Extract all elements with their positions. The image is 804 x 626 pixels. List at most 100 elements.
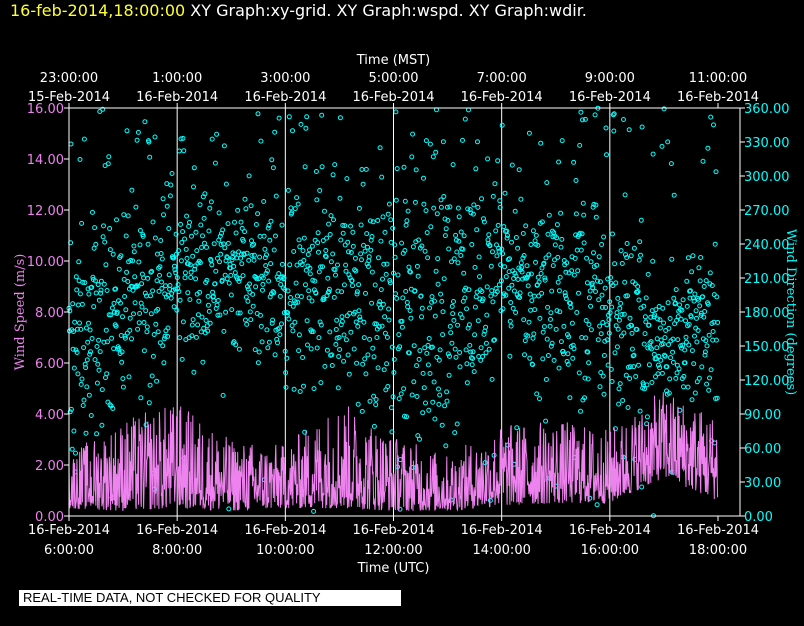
wdir-point (96, 367, 102, 373)
wdir-point (544, 180, 550, 186)
wdir-point (105, 161, 111, 167)
wdir-point (296, 332, 302, 338)
wdir-point (193, 229, 199, 235)
wdir-point (362, 248, 368, 254)
wdir-point (549, 340, 555, 346)
wdir-point (287, 262, 293, 268)
wdir-point (291, 386, 297, 392)
wdir-point (290, 128, 295, 134)
wdir-point (700, 294, 706, 300)
wdir-point (445, 217, 451, 223)
wdir-point (625, 405, 631, 410)
wdir-point (397, 344, 403, 350)
wdir-point (286, 114, 292, 120)
wdir-point (521, 253, 527, 258)
wdir-point (400, 295, 406, 301)
wdir-point (545, 231, 551, 237)
wdir-point (600, 320, 606, 325)
wdir-point (592, 274, 598, 280)
wdir-point (124, 269, 130, 275)
wdir-point (187, 262, 193, 268)
wdir-point (105, 339, 110, 345)
wdir-point (594, 262, 600, 268)
wdir-point (478, 345, 484, 351)
wdir-point (336, 335, 342, 340)
wdir-point (197, 202, 203, 208)
wdir-point (677, 302, 682, 308)
wdir-point (279, 321, 284, 327)
wdir-point (201, 215, 207, 221)
wdir-point (288, 295, 293, 300)
wdir-point (328, 213, 334, 219)
wdir-point (173, 270, 179, 276)
wdir-point (91, 304, 97, 310)
wdir-point (212, 160, 218, 166)
wdir-point (94, 344, 100, 349)
wdir-point (357, 317, 363, 323)
wdir-point (235, 207, 241, 213)
wdir-point (641, 341, 647, 347)
wdir-point (201, 325, 207, 331)
wdir-point (161, 212, 166, 218)
wdir-point (694, 339, 700, 345)
wdir-point (660, 341, 666, 347)
wdir-point (550, 263, 556, 269)
wdir-point (365, 264, 371, 269)
wdir-point (462, 116, 468, 122)
wdir-point (107, 226, 113, 231)
wdir-point (144, 329, 150, 335)
wdir-point (524, 263, 530, 269)
wdir-point (84, 357, 90, 363)
wdir-point (272, 129, 278, 135)
wdir-point (455, 260, 461, 266)
wdir-point (220, 227, 226, 233)
wdir-point (272, 352, 278, 358)
wdir-point (615, 326, 621, 332)
wdir-point (411, 379, 417, 385)
wdir-point (565, 351, 571, 357)
wdir-point (583, 318, 589, 323)
wdir-point (379, 323, 385, 329)
wdir-point (357, 314, 363, 320)
wdir-point (199, 245, 205, 250)
wdir-point (567, 395, 573, 401)
wdir-point (95, 282, 101, 288)
wdir-point (578, 247, 584, 253)
wdir-point (655, 362, 661, 368)
wdir-point (83, 325, 89, 331)
wdir-point (394, 166, 400, 172)
wdir-point (455, 322, 461, 328)
wdir-point (563, 296, 569, 302)
wdir-point (440, 332, 446, 338)
wdir-point (275, 340, 280, 346)
wdir-point (306, 295, 312, 301)
wdir-point (441, 276, 447, 282)
right-tick-label: 180.00 (744, 306, 790, 321)
wdir-point (713, 169, 719, 175)
wdir-point (708, 114, 714, 120)
wdir-point (108, 312, 114, 318)
wdir-point (584, 255, 590, 261)
wdir-point (242, 317, 248, 323)
wdir-point (302, 429, 308, 435)
wdir-point (182, 236, 188, 242)
wdir-point (408, 315, 414, 321)
wdir-point (322, 363, 328, 369)
wdir-point (563, 269, 569, 275)
wdir-point (549, 288, 555, 294)
wdir-point (681, 384, 686, 390)
wdir-point (514, 425, 520, 431)
wdir-point (489, 376, 495, 382)
wdir-point (159, 285, 165, 291)
bottom-tick-time: 10:00:00 (256, 543, 314, 558)
wdir-point (94, 431, 100, 437)
wdir-point (518, 260, 524, 266)
wdir-point (159, 256, 165, 262)
wdir-point (175, 282, 181, 287)
wdir-point (635, 284, 641, 289)
wdir-point (86, 291, 92, 297)
wdir-point (145, 241, 151, 247)
wdir-point (368, 247, 374, 253)
wdir-point (414, 263, 420, 269)
wdir-point (340, 230, 346, 236)
